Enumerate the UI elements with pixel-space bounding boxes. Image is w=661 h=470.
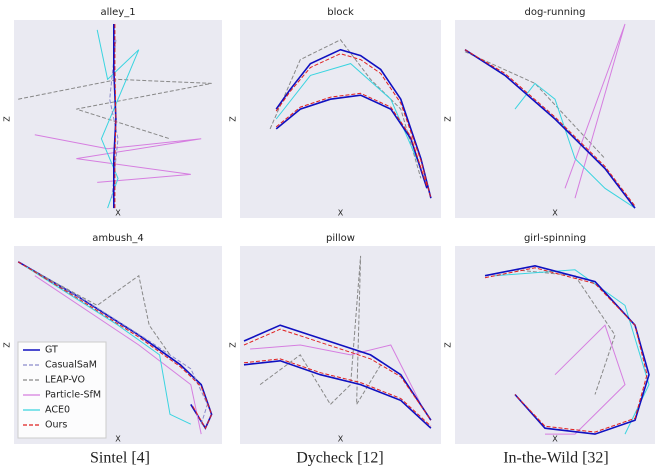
trajectory (96, 29, 140, 209)
legend-label: LEAP-VO (45, 375, 85, 386)
trajectory (243, 328, 432, 427)
x-axis-label: X (115, 209, 121, 218)
trajectory (250, 344, 422, 405)
plot-area (455, 246, 655, 444)
trajectory (34, 134, 202, 183)
trajectory (464, 51, 606, 159)
x-axis-label: X (552, 435, 558, 444)
legend-label: GT (45, 345, 58, 356)
trajectory (275, 48, 432, 199)
trajectory (484, 267, 648, 433)
trajectory (464, 49, 636, 207)
trajectory (34, 275, 202, 435)
panel-title: girl-spinning (524, 233, 586, 244)
trajectory (17, 261, 213, 430)
panel-title: alley_1 (100, 7, 135, 18)
trajectory (269, 39, 422, 179)
trajectory (514, 269, 616, 395)
trajectory (275, 53, 432, 199)
trajectory (113, 24, 117, 209)
caption: Sintel [4] (90, 450, 150, 467)
panel-title: pillow (326, 233, 355, 244)
trajectory (109, 39, 119, 199)
trajectory (243, 324, 432, 429)
trajectory (24, 265, 192, 425)
y-axis-label: Z (444, 116, 453, 122)
y-axis-label: Z (3, 342, 12, 348)
plot-area (14, 20, 222, 218)
trajectory (484, 264, 650, 435)
caption: Dycheck [12] (296, 450, 384, 467)
trajectory (464, 49, 636, 209)
legend-label: ACE0 (45, 405, 70, 416)
trajectory (24, 265, 171, 356)
legend-label: Particle-SfM (45, 390, 101, 401)
legend-label: Ours (45, 420, 67, 431)
trajectory (114, 24, 117, 209)
legend-label: CasualSaM (45, 360, 97, 371)
trajectory (564, 23, 626, 199)
trajectory (545, 324, 626, 435)
caption: In-the-Wild [32] (503, 450, 609, 467)
panel-title: dog-running (524, 7, 585, 18)
x-axis-label: X (115, 435, 121, 444)
y-axis-label: Z (229, 342, 238, 348)
trajectory (24, 265, 208, 425)
legend-box (17, 341, 107, 439)
x-axis-label: X (338, 209, 344, 218)
trajectory (18, 78, 212, 140)
x-axis-label: X (338, 435, 344, 444)
trajectory (259, 255, 382, 407)
x-axis-label: X (552, 209, 558, 218)
panel-title: ambush_4 (92, 233, 143, 244)
y-axis-label: Z (229, 116, 238, 122)
y-axis-label: Z (444, 342, 453, 348)
y-axis-label: Z (3, 116, 12, 122)
panel-title: block (327, 7, 354, 18)
